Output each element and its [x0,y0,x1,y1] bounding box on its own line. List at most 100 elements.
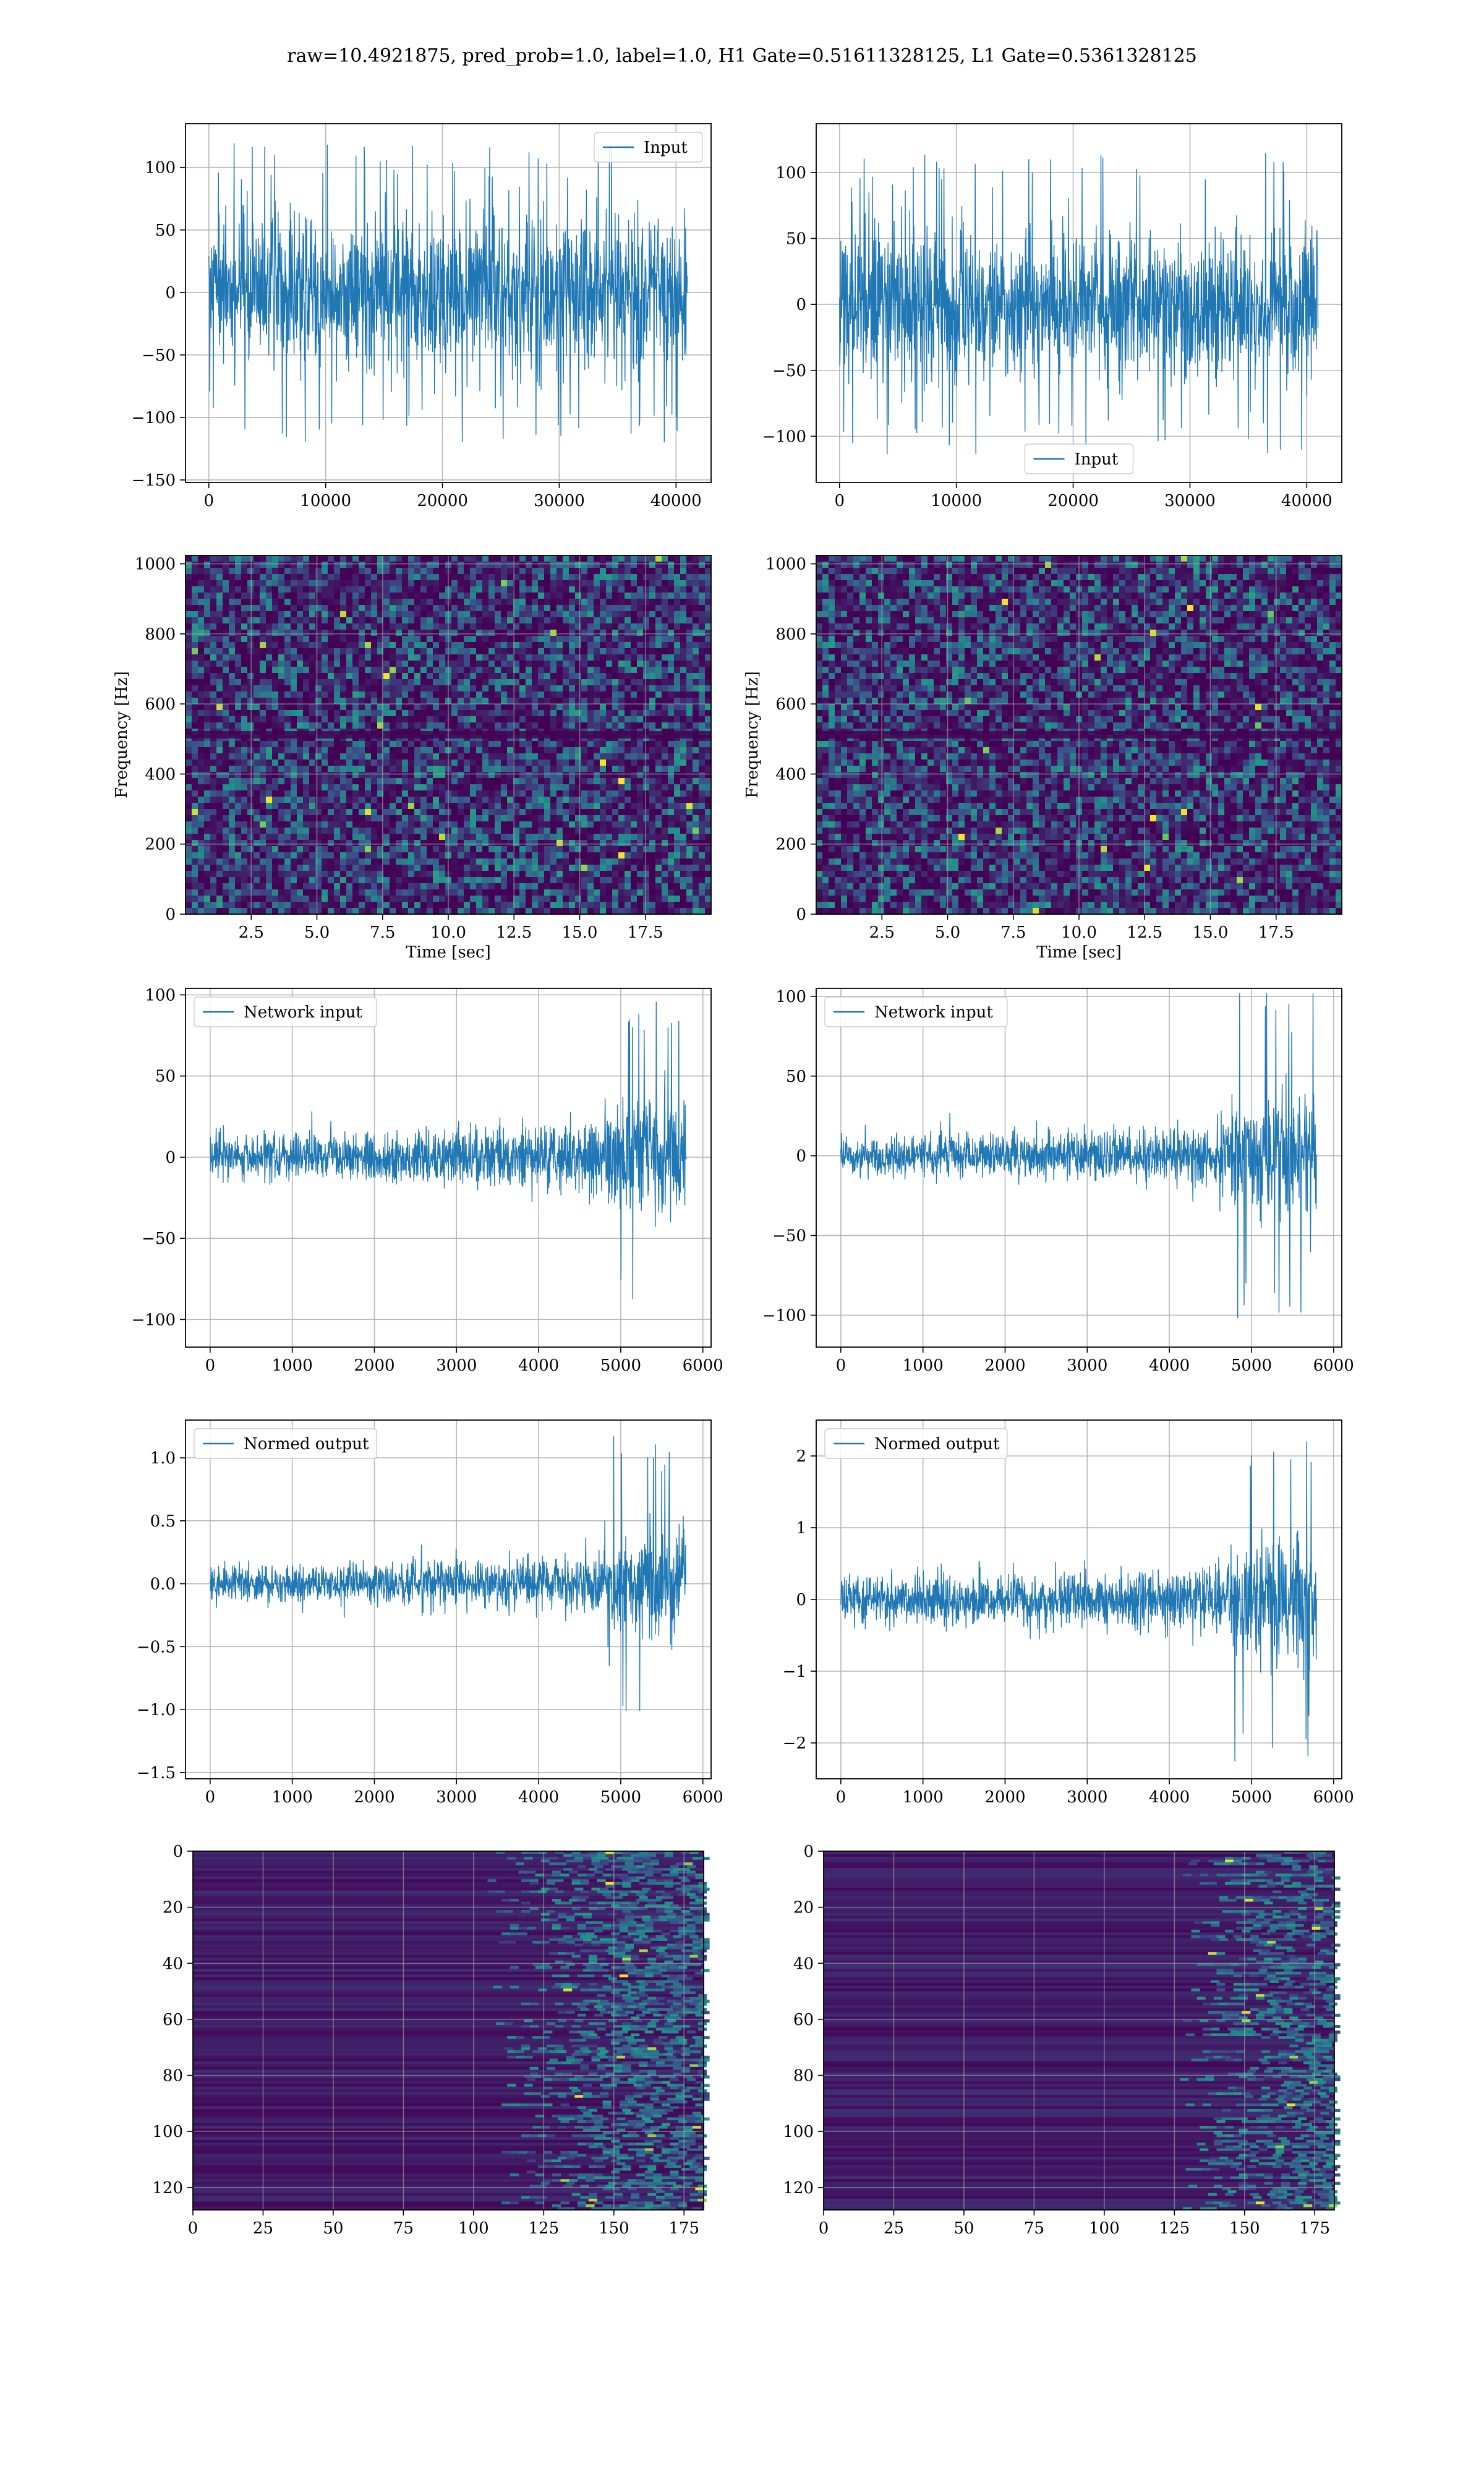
grid-lines [816,555,1342,915]
series-line [839,153,1319,455]
y-tick-label: 800 [775,625,806,644]
y-tick-label: 80 [793,2067,814,2086]
x-tick-label: 175 [668,2219,699,2238]
y-tick-label: 200 [775,836,806,854]
x-tick-label: 15.0 [1193,923,1229,942]
axes-frame [185,123,712,483]
x-tick-label: 2000 [984,1356,1025,1375]
x-tick-label: 1000 [272,1788,313,1807]
x-tick-label: 10.0 [1061,923,1097,942]
y-tick-label: 100 [145,159,176,178]
series-line [210,1001,687,1299]
y-tick-label: 100 [783,2123,814,2141]
panel-spectrogram-h1: 2.5 5.0 7.5 10.0 12.5 15.0 17.5 0 200 400 600 800 10… [113,555,712,962]
y-tick-label: 50 [155,1068,176,1086]
y-tick-label: 200 [145,836,176,854]
x-tick-label: 2.5 [239,923,264,942]
x-tick-label: 2000 [354,1788,394,1807]
y-tick-label: 1000 [765,555,806,574]
heatmap-cells [816,555,1342,915]
x-tick-label: 6000 [683,1788,723,1807]
y-tick-label: 0 [173,1843,183,1861]
y-tick-label: 600 [145,695,176,714]
axes-frame [185,1419,712,1779]
series-line [840,1441,1318,1762]
x-tick-label: 5.0 [304,923,330,942]
panel-feature-map-l1: 0 25 50 75 100 125 150 175 0 20 40 60 80 100 120 [783,1843,1341,2238]
x-tick-label: 7.5 [1000,923,1026,942]
y-tick-label: 0.5 [150,1512,176,1531]
x-tick-label: 150 [1229,2219,1260,2238]
y-tick-label: −100 [762,427,806,446]
legend: Input [1024,443,1134,474]
x-tick-label: 2.5 [869,923,895,942]
y-tick-label: 40 [163,1954,183,1973]
y-tick-label: −0.5 [137,1638,176,1656]
x-tick-label: 0 [205,1356,216,1375]
y-tick-label: 60 [163,2011,183,2029]
x-tick-label: 5000 [1231,1788,1272,1807]
x-tick-label: 0 [836,1356,846,1375]
x-tick-label: 5000 [600,1356,641,1375]
x-tick-label: 6000 [1313,1356,1354,1375]
y-tick-label: 400 [145,765,176,784]
x-tick-label: 0 [836,1788,846,1807]
x-tick-label: 4000 [518,1788,559,1807]
x-tick-label: 125 [528,2219,559,2238]
axes-frame [192,1851,704,2211]
y-tick-label: −50 [142,346,176,365]
legend-frame [824,1428,1008,1459]
x-tick-label: 5.0 [935,923,960,942]
x-tick-label: 7.5 [370,923,395,942]
panel-normed-output-l1: 0 1000 2000 3000 4000 5000 6000 −2 −1 0 1 2 Normed o… [783,1419,1354,1807]
x-tick-label: 50 [953,2219,974,2238]
x-tick-label: 10000 [300,492,351,510]
x-tick-label: 0 [819,2219,829,2238]
legend-label: Input [644,139,688,157]
x-tick-label: 100 [1089,2219,1120,2238]
y-tick-label: 2 [796,1447,806,1466]
y-tick-label: 120 [152,2179,183,2198]
legend-label: Network input [874,1003,993,1022]
x-axis-label: Time [sec] [1036,943,1122,962]
legend: Network input [824,996,1008,1027]
x-tick-label: 150 [599,2219,629,2238]
heatmap-cells [193,1851,710,2211]
legend-frame [594,132,703,163]
y-tick-label: −1.0 [137,1701,176,1719]
legend: Normed output [824,1428,1008,1459]
x-tick-label: 0 [188,2219,198,2238]
x-tick-label: 40000 [650,492,702,510]
y-tick-label: 100 [145,986,176,1004]
x-tick-label: 40000 [1281,492,1333,510]
x-tick-label: 17.5 [1258,923,1294,942]
x-tick-label: 15.0 [562,923,598,942]
legend-label: Normed output [244,1435,369,1453]
x-tick-label: 1000 [272,1356,313,1375]
legend-label: Input [1075,450,1119,469]
legend-frame [194,996,377,1027]
panel-normed-output-h1: 0 1000 2000 3000 4000 5000 6000 −1.5 −1.0 −0.5 0.0… [137,1419,723,1807]
x-tick-label: 2000 [354,1356,394,1375]
x-tick-label: 0 [205,1788,216,1807]
x-tick-label: 12.5 [1127,923,1162,942]
x-axis-label: Time [sec] [406,943,491,962]
x-tick-label: 3000 [436,1788,477,1807]
x-tick-label: 1000 [903,1356,944,1375]
y-tick-label: 0 [796,296,806,314]
figure-title: raw=10.4921875, pred_prob=1.0, label=1.0… [287,45,1197,67]
x-tick-label: 175 [1299,2219,1330,2238]
axes-frame [816,555,1342,915]
x-tick-label: 125 [1159,2219,1190,2238]
y-tick-label: −50 [772,362,806,380]
x-tick-label: 20000 [417,492,468,510]
x-tick-label: 10000 [931,492,982,510]
x-tick-label: 100 [458,2219,489,2238]
x-tick-label: 10.0 [430,923,466,942]
x-tick-label: 1000 [903,1788,944,1807]
panel-input-l1: 0 10000 20000 30000 40000 −100 −50 0 50 100 Input [762,123,1342,510]
x-tick-label: 4000 [1149,1788,1190,1807]
x-tick-label: 3000 [1067,1356,1107,1375]
y-tick-label: −1 [783,1663,806,1681]
subplot-grid: 0 10000 20000 30000 40000−150−100−50050100In… [113,123,1354,2238]
